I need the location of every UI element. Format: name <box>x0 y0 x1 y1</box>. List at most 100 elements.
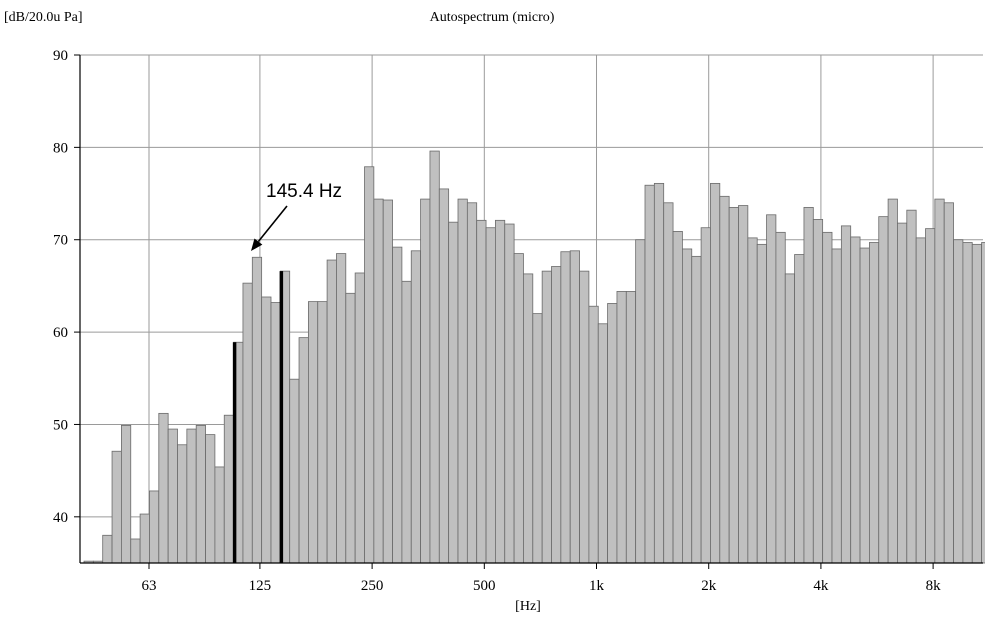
x-tick-label-250: 250 <box>361 578 384 594</box>
bar-41 <box>466 202 478 564</box>
bar-8 <box>158 412 169 564</box>
bar-35 <box>410 250 422 564</box>
x-tick-label-63: 63 <box>142 578 157 594</box>
bar-80 <box>831 248 842 564</box>
y-axis-unit-label: [dB/20.0u Pa] <box>4 10 83 25</box>
bar-28 <box>345 292 356 564</box>
bar-85 <box>878 216 889 564</box>
bar-86 <box>887 198 898 564</box>
bar-34 <box>401 280 412 564</box>
bar-77 <box>803 206 814 564</box>
bar-47 <box>523 273 534 564</box>
y-tick-label-90: 90 <box>53 48 68 64</box>
bar-4 <box>121 424 132 564</box>
bar-46 <box>513 253 524 564</box>
bar-54 <box>588 305 599 564</box>
bar-43 <box>485 227 496 564</box>
bar-69 <box>728 206 739 564</box>
x-tick-label-1k: 1k <box>589 578 605 594</box>
bar-93 <box>953 239 964 564</box>
bar-31 <box>373 198 384 564</box>
bar-48 <box>532 313 543 564</box>
bar-74 <box>775 231 786 564</box>
bar-88 <box>906 209 917 564</box>
bar-5 <box>130 538 141 564</box>
bar-87 <box>897 222 908 564</box>
bar-11 <box>186 428 197 564</box>
bar-52 <box>569 250 580 564</box>
bar-32 <box>382 199 393 564</box>
x-tick-label-125: 125 <box>249 578 272 594</box>
bar-6 <box>139 513 150 564</box>
bar-60 <box>644 184 655 564</box>
bar-84 <box>869 242 880 564</box>
chart-title: Autospectrum (micro) <box>430 10 555 25</box>
bar-56 <box>607 303 618 564</box>
bar-79 <box>822 231 833 564</box>
bar-20 <box>270 302 281 564</box>
x-tick-label-8k: 8k <box>926 578 942 594</box>
y-tick-label-80: 80 <box>53 140 68 156</box>
bar-13 <box>205 434 216 564</box>
bar-63 <box>672 231 683 564</box>
bar-70 <box>738 205 749 564</box>
bar-18 <box>251 256 263 564</box>
bar-61 <box>653 182 665 564</box>
bar-12 <box>195 424 206 564</box>
bar-24 <box>307 301 319 564</box>
y-tick-label-50: 50 <box>53 417 68 433</box>
bar-37 <box>429 150 440 564</box>
axes <box>79 55 983 564</box>
annotation-arrow <box>257 205 288 243</box>
bar-89 <box>915 237 926 564</box>
bar-33 <box>392 246 403 564</box>
bar-42 <box>476 219 487 564</box>
bar-2 <box>102 534 113 564</box>
bar-62 <box>663 202 674 564</box>
bars <box>83 150 985 564</box>
bar-94 <box>962 242 973 564</box>
bar-29 <box>354 272 365 564</box>
bar-3 <box>111 450 122 564</box>
bar-44 <box>494 219 506 564</box>
bar-55 <box>597 323 609 564</box>
bar-96 <box>981 242 985 564</box>
bar-50 <box>551 266 562 564</box>
x-tick-label-4k: 4k <box>813 578 829 594</box>
bar-27 <box>336 253 347 564</box>
bar-51 <box>560 251 571 564</box>
x-tick-label-500: 500 <box>473 578 496 594</box>
bar-25 <box>317 301 328 564</box>
bar-73 <box>766 214 777 564</box>
tick-labels: 40 50 60 70 80 90 63 125 250 500 1k 2k 4k 8k <box>53 48 941 594</box>
bar-76 <box>794 254 805 564</box>
bar-78 <box>812 219 824 564</box>
bar-40 <box>457 198 468 564</box>
bar-91 <box>934 198 945 564</box>
bar-19 <box>261 296 272 564</box>
annotation-label: 145.4 Hz <box>266 181 342 202</box>
bar-75 <box>784 273 796 564</box>
bar-38 <box>438 188 450 564</box>
bar-59 <box>635 239 646 564</box>
annotation-arrow-head <box>251 238 263 251</box>
bar-71 <box>747 237 758 564</box>
bar-7 <box>149 490 160 564</box>
bar-45 <box>504 223 515 564</box>
y-tick-label-40: 40 <box>53 510 68 526</box>
bar-90 <box>925 228 936 564</box>
y-tick-label-70: 70 <box>53 233 68 249</box>
bar-9 <box>167 428 178 564</box>
bar-15 <box>223 414 235 564</box>
bar-67 <box>710 182 721 564</box>
bar-53 <box>579 270 590 564</box>
bar-36 <box>420 198 431 564</box>
bar-26 <box>326 259 337 564</box>
bar-14 <box>214 466 225 564</box>
bar-30 <box>364 166 375 564</box>
bar-65 <box>691 255 702 564</box>
bar-81 <box>840 225 852 564</box>
bar-58 <box>625 291 637 564</box>
bar-82 <box>850 236 861 564</box>
bar-72 <box>756 243 767 564</box>
